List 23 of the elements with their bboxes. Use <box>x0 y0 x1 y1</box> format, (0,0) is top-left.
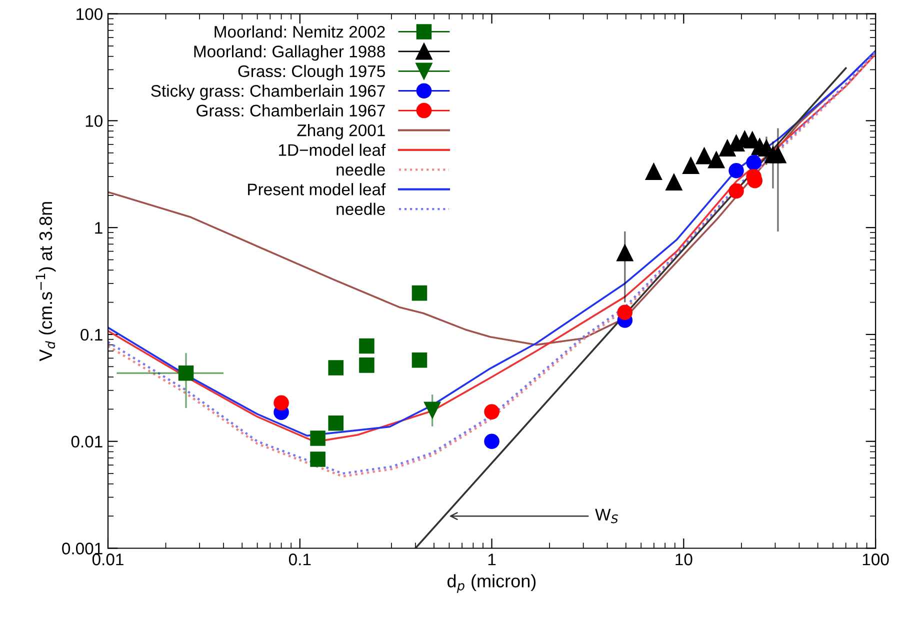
legend-label: needle <box>336 163 385 176</box>
y-tick-label: 100 <box>76 8 102 20</box>
annotation: W$_{S}$ <box>595 508 618 524</box>
legend-label: Sticky grass: Chamberlain 1967 <box>151 84 385 100</box>
x-tick-label: 10 <box>676 554 692 566</box>
legend-label: Grass: Clough 1975 <box>238 64 385 80</box>
y-tick-label: 0.01 <box>71 436 102 448</box>
x-tick-label: 1 <box>488 554 496 566</box>
legend-label: Grass: Chamberlain 1967 <box>196 104 385 117</box>
legend-label: 1D−model leaf <box>278 144 386 156</box>
legend-label: Moorland: Nemitz 2002 <box>214 25 385 38</box>
legend-label: Moorland: Gallagher 1988 <box>194 45 385 61</box>
y-tick-label: 1 <box>95 222 102 234</box>
y-tick-label: 10 <box>86 115 102 127</box>
legend-label: needle <box>336 202 385 216</box>
y-tick-label: 0.001 <box>62 542 102 554</box>
x-tick-label: 0.1 <box>288 554 311 566</box>
legend-label: Present model leaf <box>248 183 386 196</box>
x-tick-label: 100 <box>862 554 889 566</box>
legend-label: Zhang 2001 <box>297 124 385 140</box>
x-axis-title: d$_{p}$ (micron) <box>447 574 536 593</box>
y-tick-label: 0.1 <box>80 328 102 341</box>
y-axis-title: V$_{d}$ (cm.s$^{−1}$) at 3.8m <box>36 202 56 362</box>
